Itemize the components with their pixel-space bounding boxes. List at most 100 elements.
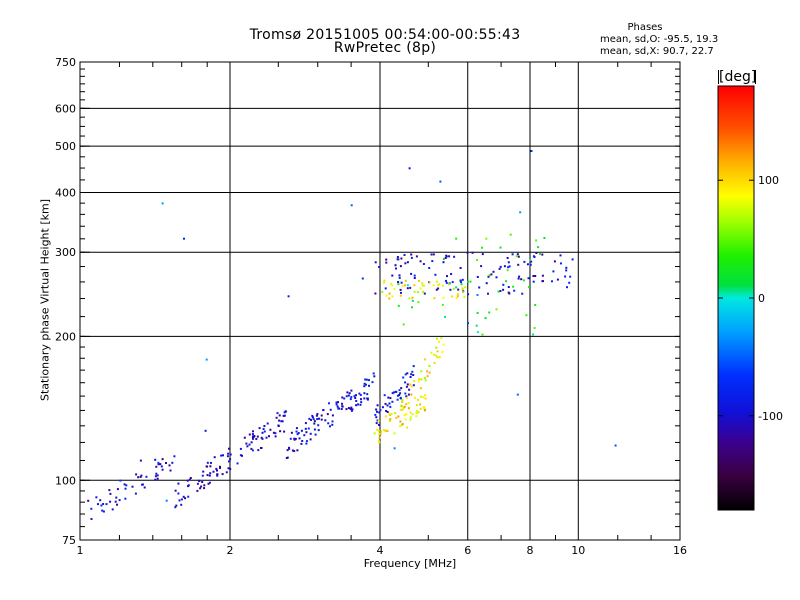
data-point [220,454,223,457]
data-point [90,507,93,510]
data-point [174,506,177,509]
data-point [455,286,458,289]
data-point [614,444,617,447]
data-point [307,427,310,430]
data-point [261,437,264,440]
data-point [161,458,164,461]
data-point [301,440,304,442]
data-point [311,414,314,417]
data-point [326,413,329,416]
data-point [337,401,339,404]
data-point [355,394,357,397]
data-point [450,273,453,275]
data-point [324,419,327,422]
data-point [422,396,425,399]
data-point [402,323,405,326]
data-point [135,473,138,476]
data-point [377,420,380,422]
data-point [455,237,458,240]
y-tick-label: 200 [55,330,76,343]
data-point [413,290,416,293]
data-point [160,465,163,468]
data-point [154,478,157,481]
data-point [241,454,243,457]
data-point [393,432,396,435]
data-point [565,269,568,272]
data-point [520,278,523,281]
data-point [125,484,128,487]
data-point [349,398,352,401]
data-point [221,473,224,476]
data-point [248,433,251,436]
data-point [400,291,402,294]
data-point [376,428,379,431]
data-point [109,492,112,495]
data-point [386,404,389,407]
data-point [408,388,411,391]
data-point [116,503,118,506]
data-point [407,402,410,404]
data-point [396,256,399,258]
data-point [336,405,339,408]
data-point [404,418,407,421]
data-point [322,409,325,411]
data-point [543,237,546,239]
data-point [350,204,353,207]
data-point [137,476,140,479]
data-point [378,423,380,426]
data-point [405,395,408,398]
data-point [401,408,404,411]
data-point [467,322,469,325]
data-point [391,400,394,403]
data-point [246,445,249,448]
data-point [391,274,394,277]
data-point [272,431,275,434]
y-tick-label: 750 [55,56,76,69]
data-point [401,401,404,403]
data-point [373,432,376,435]
data-point [451,295,454,298]
data-point [511,253,514,256]
data-point [476,276,479,278]
data-point [432,284,435,287]
data-point [394,412,397,415]
data-point [219,465,221,468]
data-point [405,385,408,388]
data-point [314,433,317,436]
data-point [389,397,392,400]
data-point [480,265,483,268]
data-point [294,437,297,440]
data-point [438,340,440,343]
data-point [517,277,520,280]
data-point [313,422,316,425]
data-point [154,458,157,461]
data-point [430,253,433,256]
data-point [363,392,366,395]
data-point [100,504,103,507]
data-point [410,385,413,388]
data-point [497,290,500,293]
data-point [229,458,232,461]
data-point [513,289,516,292]
data-point [442,258,445,260]
data-point [216,469,218,472]
data-point [451,281,454,284]
data-point [476,259,478,262]
data-point [283,411,286,414]
data-point [391,295,394,298]
data-point [412,374,415,376]
data-point [456,295,459,298]
data-point [478,286,481,289]
data-point [402,376,405,379]
data-point [435,280,438,283]
data-point [95,496,98,499]
data-point [385,258,388,261]
data-point [252,437,254,440]
data-point [527,277,530,280]
data-point [284,410,287,413]
data-point [355,400,358,402]
data-point [131,485,134,488]
data-point [102,503,105,505]
data-point [388,412,391,415]
data-point [188,478,191,481]
